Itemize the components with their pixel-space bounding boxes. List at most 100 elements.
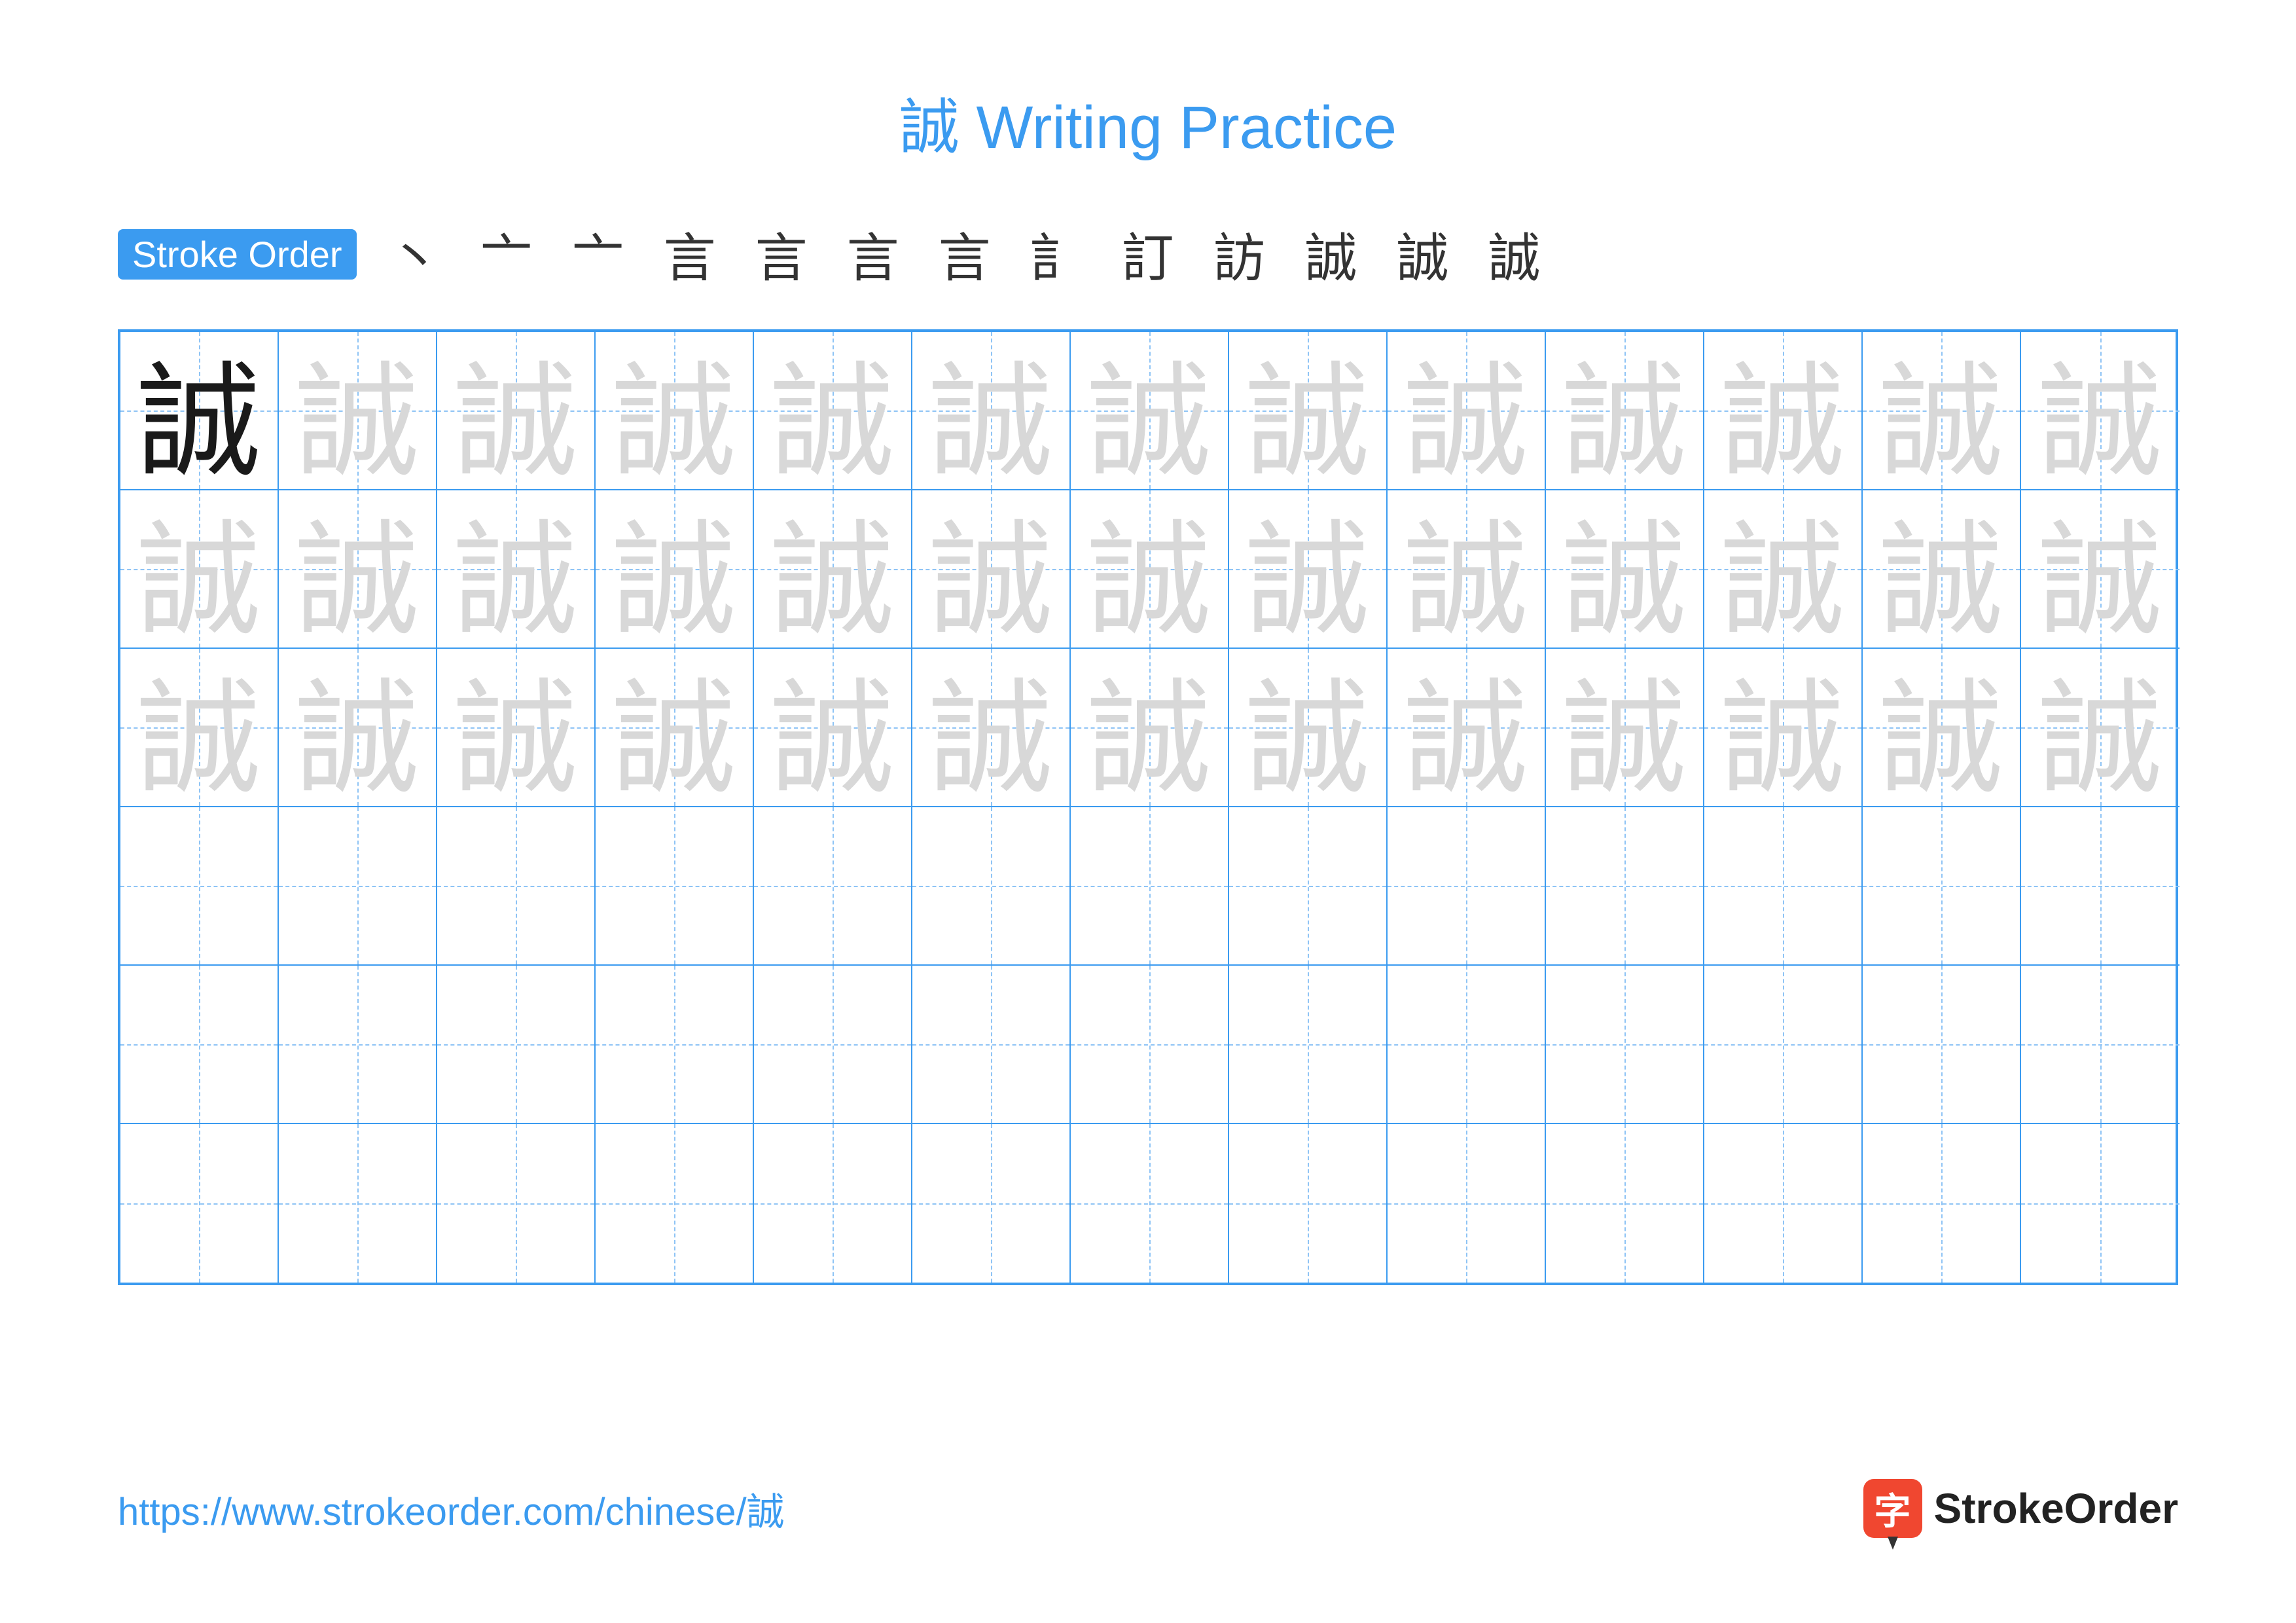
grid-cell: 誠: [596, 649, 754, 807]
stroke-steps-container: 丶亠亠言言言言訁訂訪誠誠誠: [372, 211, 1557, 297]
grid-cell: 誠: [1704, 490, 1863, 649]
grid-cell: 誠: [1071, 490, 1229, 649]
logo: 字 StrokeOrder: [1863, 1479, 2178, 1538]
grid-cell: 誠: [120, 649, 279, 807]
grid-cell: [1704, 1124, 1863, 1283]
grid-cell: 誠: [1863, 490, 2021, 649]
grid-cell: [120, 807, 279, 966]
grid-cell: 誠: [2021, 649, 2179, 807]
grid-cell: 誠: [1546, 332, 1704, 490]
stroke-step: 言: [647, 211, 732, 297]
grid-cell: 誠: [2021, 490, 2179, 649]
grid-cell: [1546, 1124, 1704, 1283]
grid-cell: [596, 966, 754, 1124]
grid-cell: 誠: [437, 332, 596, 490]
grid-cell: [1546, 807, 1704, 966]
grid-cell: 誠: [596, 332, 754, 490]
grid-cell: 誠: [279, 490, 437, 649]
grid-cell: 誠: [1229, 649, 1388, 807]
grid-cell: 誠: [596, 490, 754, 649]
stroke-step: 亠: [556, 211, 641, 297]
trace-char: 誠: [1071, 332, 1228, 489]
grid-cell: [437, 807, 596, 966]
logo-badge-icon: 字: [1863, 1479, 1922, 1538]
stroke-step: 丶: [372, 211, 457, 297]
trace-char: 誠: [437, 649, 594, 806]
grid-cell: 誠: [1546, 649, 1704, 807]
trace-char: 誠: [1071, 649, 1228, 806]
grid-cell: 誠: [1071, 332, 1229, 490]
stroke-step: 言: [739, 211, 824, 297]
logo-text: StrokeOrder: [1934, 1484, 2178, 1533]
trace-char: 誠: [912, 490, 1069, 647]
grid-cell: 誠: [754, 490, 912, 649]
trace-char: 誠: [1546, 649, 1703, 806]
trace-char: 誠: [1071, 490, 1228, 647]
page-title: 誠 Writing Practice: [118, 79, 2178, 166]
grid-cell: [120, 966, 279, 1124]
grid-cell: [1071, 1124, 1229, 1283]
grid-cell: [2021, 807, 2179, 966]
grid-cell: [279, 1124, 437, 1283]
grid-cell: [1388, 966, 1546, 1124]
grid-cell: 誠: [754, 649, 912, 807]
trace-char: 誠: [1388, 490, 1545, 647]
stroke-step: 訁: [1014, 211, 1099, 297]
trace-char: 誠: [1388, 332, 1545, 489]
trace-char: 誠: [279, 490, 436, 647]
grid-cell: [437, 966, 596, 1124]
grid-cell: [1546, 966, 1704, 1124]
stroke-step: 訪: [1197, 211, 1282, 297]
trace-char: 誠: [1229, 649, 1386, 806]
grid-cell: 誠: [1388, 332, 1546, 490]
grid-cell: [912, 807, 1071, 966]
grid-cell: 誠: [279, 332, 437, 490]
trace-char: 誠: [120, 649, 278, 806]
grid-cell: 誠: [1229, 490, 1388, 649]
practice-grid: 誠誠誠誠誠誠誠誠誠誠誠誠誠誠誠誠誠誠誠誠誠誠誠誠誠誠誠誠誠誠誠誠誠誠誠誠誠誠誠: [118, 329, 2178, 1285]
grid-cell: [1863, 807, 2021, 966]
grid-cell: [1388, 1124, 1546, 1283]
stroke-step: 亠: [464, 211, 549, 297]
trace-char: 誠: [754, 332, 911, 489]
grid-cell: [1863, 1124, 2021, 1283]
trace-char: 誠: [279, 649, 436, 806]
trace-char: 誠: [1704, 649, 1861, 806]
stroke-step: 誠: [1380, 211, 1465, 297]
grid-cell: [1863, 966, 2021, 1124]
grid-cell: [279, 966, 437, 1124]
grid-cell: [120, 1124, 279, 1283]
grid-cell: 誠: [2021, 332, 2179, 490]
grid-cell: [596, 807, 754, 966]
trace-char: 誠: [1704, 490, 1861, 647]
trace-char: 誠: [2021, 332, 2179, 489]
stroke-step: 言: [922, 211, 1007, 297]
trace-char: 誠: [596, 332, 753, 489]
reference-char: 誠: [120, 332, 278, 489]
trace-char: 誠: [1863, 649, 2020, 806]
grid-cell: 誠: [754, 332, 912, 490]
trace-char: 誠: [1388, 649, 1545, 806]
trace-char: 誠: [1546, 490, 1703, 647]
grid-cell: [1388, 807, 1546, 966]
stroke-order-row: Stroke Order 丶亠亠言言言言訁訂訪誠誠誠: [118, 211, 2178, 297]
trace-char: 誠: [1863, 332, 2020, 489]
grid-cell: 誠: [1071, 649, 1229, 807]
trace-char: 誠: [1229, 332, 1386, 489]
grid-cell: [279, 807, 437, 966]
grid-cell: 誠: [1388, 649, 1546, 807]
grid-cell: 誠: [120, 332, 279, 490]
grid-cell: [2021, 1124, 2179, 1283]
stroke-step: 誠: [1472, 211, 1557, 297]
grid-cell: [1071, 807, 1229, 966]
trace-char: 誠: [437, 490, 594, 647]
grid-cell: [912, 966, 1071, 1124]
trace-char: 誠: [596, 490, 753, 647]
trace-char: 誠: [437, 332, 594, 489]
grid-cell: [2021, 966, 2179, 1124]
stroke-step: 誠: [1289, 211, 1374, 297]
trace-char: 誠: [754, 490, 911, 647]
grid-cell: 誠: [1388, 490, 1546, 649]
grid-cell: 誠: [1863, 649, 2021, 807]
grid-cell: 誠: [912, 649, 1071, 807]
